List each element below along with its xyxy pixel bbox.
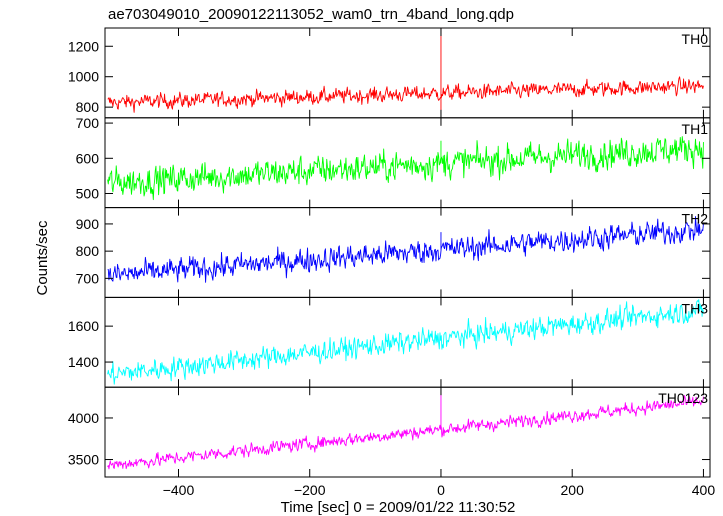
panel-frame-th3 bbox=[104, 296, 711, 388]
panel-label-th1: TH1 bbox=[682, 121, 709, 137]
panel-label-th0123: TH0123 bbox=[658, 390, 708, 406]
panel-label-th3: TH3 bbox=[682, 300, 709, 316]
x-axis-label: Time [sec] 0 = 2009/01/22 11:30:52 bbox=[281, 499, 516, 516]
panel-frame-th0123 bbox=[104, 386, 711, 478]
y-tick-label-th0: 1200 bbox=[68, 38, 99, 54]
panel-th2: 700 800 900 TH2 bbox=[76, 207, 711, 298]
panel-th3: 1400 1600 TH3 bbox=[68, 296, 711, 388]
panel-label-th2: TH2 bbox=[682, 211, 709, 227]
y-tick-label-th0: 800 bbox=[76, 99, 100, 115]
y-tick-label-th2: 700 bbox=[76, 270, 100, 286]
x-tick-label: −400 bbox=[163, 482, 195, 498]
y-tick-label-th1: 700 bbox=[76, 115, 100, 131]
panel-th0: 800 1000 1200 TH0 bbox=[68, 27, 711, 119]
y-tick-label-th1: 500 bbox=[76, 186, 100, 202]
series-line-th0 bbox=[107, 28, 704, 113]
y-axis-label: Counts/sec bbox=[34, 220, 51, 296]
x-tick-label: −200 bbox=[294, 482, 326, 498]
series-line-th0123 bbox=[107, 393, 704, 470]
x-tick-label: 400 bbox=[692, 482, 716, 498]
x-tick-label: 200 bbox=[561, 482, 585, 498]
panel-th1: 500 600 700 TH1 bbox=[76, 115, 711, 209]
x-tick-label: 0 bbox=[437, 482, 445, 498]
series-line-th2 bbox=[107, 216, 704, 283]
y-tick-label-th2: 800 bbox=[76, 243, 100, 259]
y-tick-label-th1: 600 bbox=[76, 150, 100, 166]
y-tick-label-th0123: 4000 bbox=[68, 410, 99, 426]
y-tick-label-th0123: 3500 bbox=[68, 452, 99, 468]
panel-th0123: 3500 4000 TH0123 bbox=[68, 386, 711, 478]
series-line-th3 bbox=[107, 299, 704, 385]
chart-title: ae703049010_20090122113052_wam0_trn_4ban… bbox=[108, 6, 514, 23]
series-line-th1 bbox=[107, 136, 704, 201]
y-tick-label-th3: 1400 bbox=[68, 354, 99, 370]
y-tick-label-th0: 1000 bbox=[68, 69, 99, 85]
panel-label-th0: TH0 bbox=[682, 31, 709, 47]
y-tick-label-th3: 1600 bbox=[68, 318, 99, 334]
x-axis-ticks: −400 −200 0 200 400 bbox=[163, 482, 716, 498]
panel-frame-th0 bbox=[104, 27, 711, 119]
y-tick-label-th2: 900 bbox=[76, 216, 100, 232]
